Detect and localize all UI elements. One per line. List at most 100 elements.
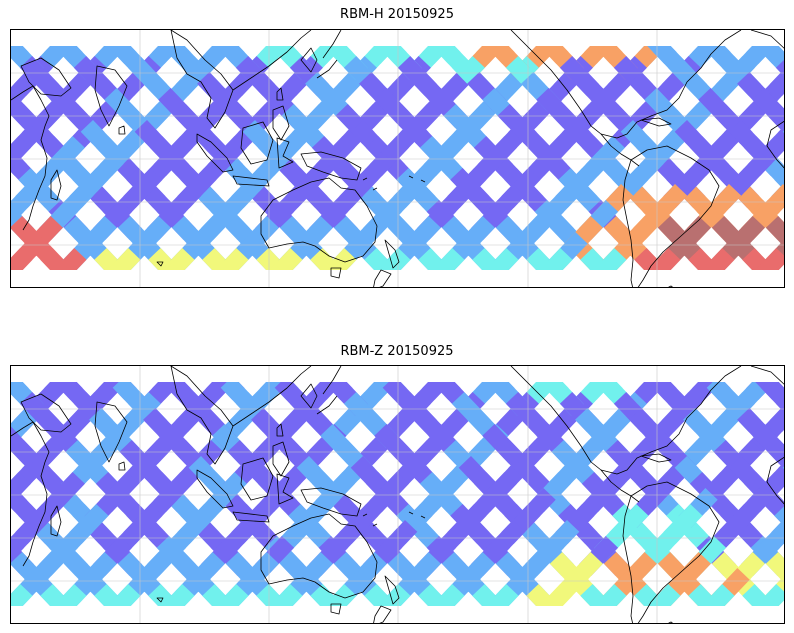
coast-pacific-islands [362,511,426,527]
satellite-swath [377,583,411,606]
coast-sri-lanka [118,125,126,135]
coast-borneo [240,121,274,165]
map-panel-rbm-z [10,365,785,624]
satellite-swath [107,247,141,270]
satellite-swath [485,263,498,270]
satellite-swath [709,263,722,270]
coast-india [94,401,128,463]
coast-taiwan [276,87,284,101]
satellite-swath [53,583,87,606]
satellite-swath [765,215,784,247]
coast-new-zealand-s [373,269,392,287]
satellite-swath [331,263,344,270]
satellite-swath [215,583,249,606]
satellite-swath [169,263,182,270]
coast-greenland [750,30,784,49]
satellite-swath [61,599,74,606]
satellite-swath [385,263,398,270]
swath-layer [11,46,784,270]
coast-sumatra [196,469,234,509]
satellite-swath [439,263,452,270]
coast-tasmania [330,603,342,615]
coast-china [232,366,312,427]
coast-madagascar [50,169,62,201]
satellite-swath [547,263,560,270]
satellite-swath [377,599,390,606]
satellite-swath [331,599,344,606]
satellite-swath [647,583,681,606]
coast-japan [316,366,342,415]
satellite-swath [439,599,452,606]
coast-north-america [510,366,742,475]
coast-australia [260,513,378,599]
satellite-swath [601,599,614,606]
satellite-swath [323,599,336,606]
satellite-swath [701,599,714,606]
map-canvas-rbm-h [11,30,784,287]
map-panel-rbm-h [10,29,785,288]
satellite-swath [539,599,552,606]
coastlines [11,30,784,287]
satellite-swath [223,599,236,606]
satellite-swath [11,247,33,270]
satellite-swath [269,263,282,270]
satellite-swath [655,599,668,606]
coast-new-zealand-s [373,605,392,623]
gridlines [11,366,784,623]
satellite-swath [161,599,174,606]
satellite-swath [277,263,290,270]
coast-tasmania [330,267,342,279]
satellite-swath [767,103,784,134]
satellite-swath [547,599,560,606]
coast-central-america [600,469,640,503]
coast-new-guinea [300,487,362,517]
satellite-swath [593,583,627,606]
satellite-swath [539,263,552,270]
satellite-swath [647,599,660,606]
satellite-swath [269,583,303,606]
gridlines [11,30,784,287]
satellite-swath [539,583,573,606]
coast-china [232,30,312,91]
coast-sulawesi [276,473,294,505]
satellite-swath [755,583,784,606]
satellite-swath [755,599,768,606]
coast-philippines [272,105,290,141]
coast-africa-west [766,456,784,505]
coast-madagascar [50,505,62,537]
coast-sri-lanka [118,461,126,471]
satellite-swath [760,46,784,77]
satellite-swath [701,247,735,270]
coast-new-guinea [300,151,362,181]
satellite-swath [11,583,33,606]
satellite-swath [53,263,66,270]
coast-taiwan [276,423,284,437]
satellite-swath [215,247,249,270]
satellite-swath [701,263,714,270]
satellite-swath [11,471,31,505]
satellite-swath [485,583,519,606]
satellite-swath [61,263,74,270]
satellite-swath [107,583,141,606]
satellite-swath [169,599,182,606]
coast-australia [260,177,378,263]
satellite-swath [269,599,282,606]
coast-greenland [750,366,784,385]
coastlines [11,366,784,623]
satellite-swath [269,247,303,270]
coast-philippines [272,441,290,477]
satellite-swath [215,599,228,606]
satellite-swath [765,551,784,583]
satellite-swath [601,263,614,270]
coast-india [94,65,128,127]
coast-pacific-islands [362,175,426,191]
satellite-swath [53,247,87,270]
satellite-swath [431,583,465,606]
coast-antarctic-tip [156,597,164,603]
satellite-swath [485,247,519,270]
coast-south-america [622,145,720,287]
coast-antarctica [668,285,673,287]
satellite-swath [277,599,290,606]
panel-rbm-h-title: RBM-H 20150925 [340,7,454,22]
satellite-swath [431,599,444,606]
